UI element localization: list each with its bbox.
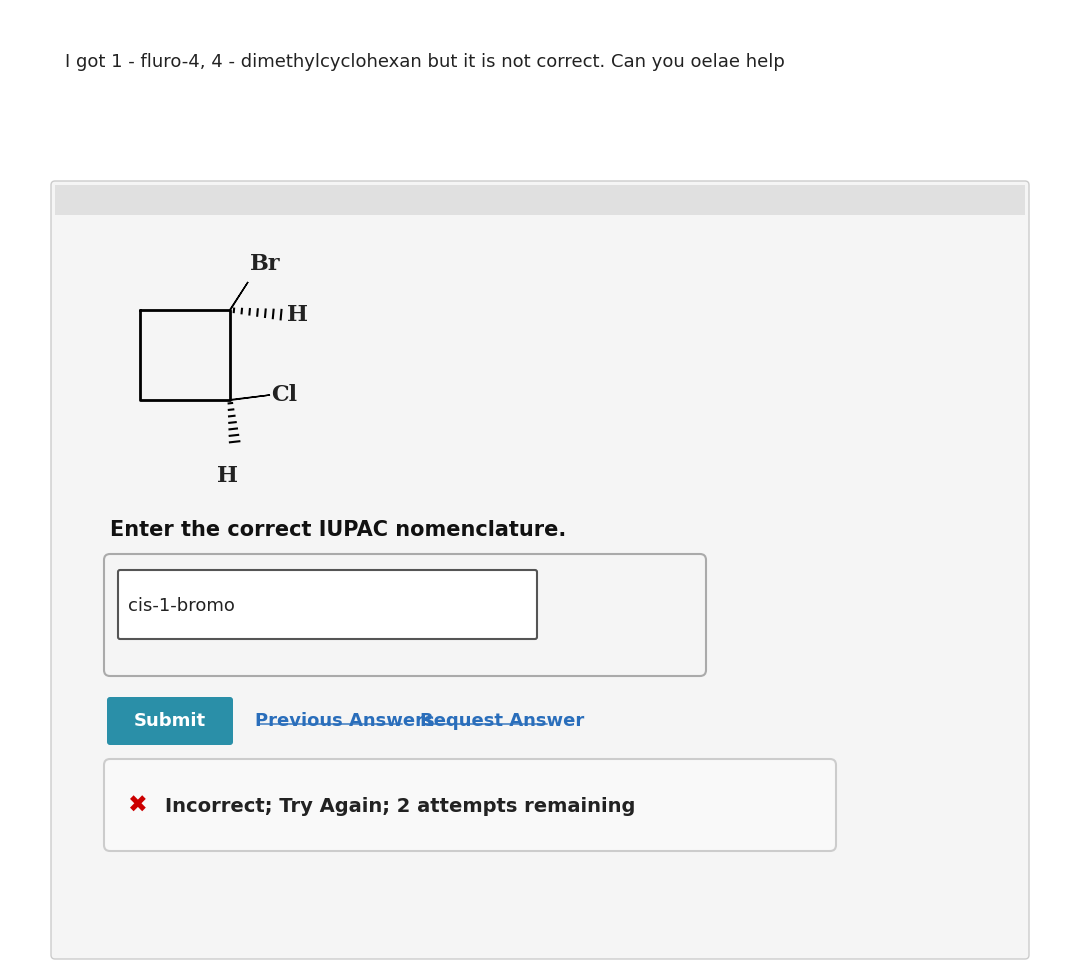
FancyBboxPatch shape bbox=[51, 181, 1029, 959]
Polygon shape bbox=[230, 395, 270, 400]
FancyBboxPatch shape bbox=[118, 570, 537, 639]
FancyBboxPatch shape bbox=[104, 759, 836, 851]
FancyBboxPatch shape bbox=[107, 697, 233, 745]
Text: Submit: Submit bbox=[134, 712, 206, 730]
Text: Br: Br bbox=[249, 253, 281, 275]
Text: H: H bbox=[216, 465, 238, 487]
Text: Incorrect; Try Again; 2 attempts remaining: Incorrect; Try Again; 2 attempts remaini… bbox=[165, 797, 635, 815]
FancyBboxPatch shape bbox=[104, 554, 706, 676]
Text: cis-1-bromo: cis-1-bromo bbox=[129, 597, 234, 615]
Text: Enter the correct IUPAC nomenclature.: Enter the correct IUPAC nomenclature. bbox=[110, 520, 566, 540]
Text: I got 1 - fluro-4, 4 - dimethylcyclohexan but it is not correct. Can you oelae h: I got 1 - fluro-4, 4 - dimethylcyclohexa… bbox=[65, 53, 785, 71]
Text: Request Answer: Request Answer bbox=[420, 712, 584, 730]
Bar bbox=[55, 185, 1025, 215]
Text: H: H bbox=[287, 304, 308, 326]
Text: Cl: Cl bbox=[271, 384, 297, 406]
Text: Previous Answers: Previous Answers bbox=[255, 712, 434, 730]
Text: ✖: ✖ bbox=[129, 794, 148, 818]
Polygon shape bbox=[230, 282, 248, 310]
